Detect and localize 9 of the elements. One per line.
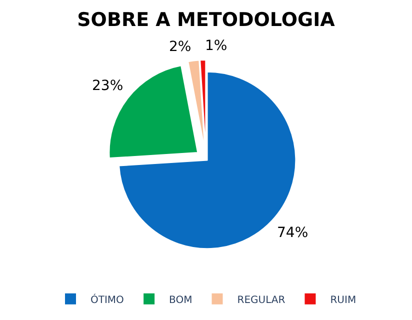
data-label: 1% xyxy=(205,38,228,54)
data-label: 2% xyxy=(169,39,192,55)
data-label: 23% xyxy=(92,78,124,94)
legend-label: ÓTIMO xyxy=(90,292,124,306)
legend-label: RUIM xyxy=(330,294,356,306)
chart-title: SOBRE A METODOLOGIA xyxy=(77,9,336,32)
data-label: 74% xyxy=(277,225,308,241)
legend-label: REGULAR xyxy=(237,294,286,306)
legend-label: BOM xyxy=(169,294,192,306)
